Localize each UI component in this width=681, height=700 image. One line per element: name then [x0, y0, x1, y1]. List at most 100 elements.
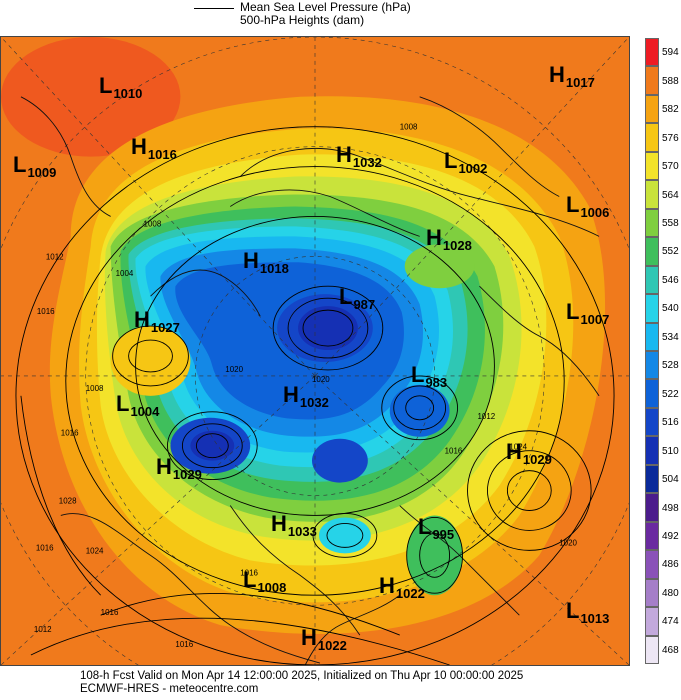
- colorbar-swatch: [645, 151, 659, 181]
- isobar-label: 1028: [59, 497, 77, 506]
- pressure-low-center: L1013: [566, 598, 610, 626]
- height-band-540-south: [318, 517, 371, 554]
- colorbar-label: 516: [662, 417, 679, 429]
- map-legend: Mean Sea Level Pressure (hPa) 500-hPa He…: [0, 0, 681, 36]
- height-band-516-south: [312, 438, 368, 483]
- model-source-text: ECMWF-HRES - meteocentre.com: [80, 683, 259, 695]
- colorbar-swatch: [645, 351, 659, 380]
- colorbar-label: 480: [662, 587, 679, 599]
- mslp-line-sample: [194, 8, 234, 9]
- colorbar-label: 492: [662, 530, 679, 542]
- pressure-high-center: H1018: [243, 248, 289, 276]
- isobar-label: 1012: [34, 625, 52, 634]
- pressure-high-center: H1033: [271, 511, 317, 539]
- isobar-label: 1020: [225, 365, 243, 374]
- isobar-label: 1016: [37, 307, 55, 316]
- pressure-low-center: L1008: [243, 567, 287, 595]
- colorbar-swatch: [645, 208, 659, 238]
- colorbar-label: 546: [662, 274, 679, 286]
- isobar-label: 1012: [477, 412, 495, 421]
- colorbar-swatch: [645, 635, 659, 664]
- graticule: [1, 37, 629, 665]
- pressure-low-center: L1010: [99, 73, 143, 101]
- height-ridge-west: [110, 326, 191, 396]
- colorbar-swatch: [645, 379, 659, 408]
- pressure-high-center: H1022: [379, 573, 425, 601]
- pressure-high-center: H1028: [426, 225, 472, 253]
- pressure-low-center: L1007: [566, 299, 610, 327]
- colorbar-label: 594: [662, 47, 679, 59]
- coastlines: [20, 96, 600, 665]
- colorbar-label: 564: [662, 189, 679, 201]
- pressure-low-center: L1002: [444, 148, 488, 176]
- height-band-510-west: [190, 430, 235, 461]
- pressure-high-center: H1017: [549, 62, 595, 90]
- isobar-labels: 1008 1008 1004 1012 1016 1008 1016 1020 …: [34, 123, 578, 649]
- pressure-low-center: L995: [418, 514, 455, 542]
- pressure-high-center: H1016: [131, 134, 177, 162]
- colorbar-swatch: [645, 237, 659, 266]
- colorbar-label: 552: [662, 246, 679, 258]
- isobar-label: 1008: [144, 219, 162, 228]
- colorbar-swatch: [645, 464, 659, 494]
- isobar-label: 1012: [46, 252, 64, 261]
- colorbar-swatch: [645, 180, 659, 209]
- isobar-label: 1016: [36, 543, 54, 552]
- heights-legend-label: 500-hPa Heights (dam): [240, 13, 365, 27]
- pressure-high-center: H1027: [134, 307, 180, 335]
- colorbar-label: 510: [662, 445, 679, 457]
- isobar-label: 1008: [86, 384, 104, 393]
- colorbar-label: 504: [662, 474, 679, 486]
- isobar-label: 1024: [509, 443, 527, 452]
- pressure-low-center: L1009: [13, 152, 57, 180]
- colorbar-swatch: [645, 578, 659, 608]
- colorbar-swatch: [645, 550, 659, 579]
- colorbar-label: 576: [662, 132, 679, 144]
- colorbar-label: 534: [662, 331, 679, 343]
- colorbar-label: 468: [662, 644, 679, 656]
- pressure-high-center: H1022: [301, 625, 347, 653]
- pressure-low-center: L987: [339, 284, 376, 312]
- map-canvas: 1008 1008 1004 1012 1016 1008 1016 1020 …: [1, 37, 629, 665]
- colorbar-label: 558: [662, 217, 679, 229]
- colorbar-swatch: [645, 94, 659, 124]
- weather-map: 1008 1008 1004 1012 1016 1008 1016 1020 …: [0, 36, 630, 666]
- height-band-558-east: [404, 244, 475, 289]
- height-colorbar: 594 588 582 576 570 564 558 552 546 540 534 528 522 5…: [645, 38, 681, 664]
- pressure-high-center: H1029: [156, 454, 202, 482]
- isobar-label: 1020: [312, 375, 330, 384]
- colorbar-swatch: [645, 38, 659, 67]
- isobar-label: 1024: [86, 546, 104, 555]
- forecast-valid-text: 108-h Fcst Valid on Mon Apr 14 12:00:00 …: [80, 670, 524, 682]
- colorbar-swatch: [645, 521, 659, 551]
- colorbar-swatch: [645, 407, 659, 437]
- pressure-high-center: H1029: [506, 439, 552, 467]
- colorbar-label: 540: [662, 303, 679, 315]
- pressure-low-center: L1006: [566, 192, 610, 220]
- colorbar-label: 528: [662, 360, 679, 372]
- colorbar-label: 588: [662, 75, 679, 87]
- map-footer: 108-h Fcst Valid on Mon Apr 14 12:00:00 …: [0, 668, 681, 700]
- isobars: [15, 126, 615, 665]
- colorbar-label: 570: [662, 161, 679, 173]
- isobar-label: 1016: [61, 429, 79, 438]
- colorbar-swatch: [645, 123, 659, 152]
- pressure-high-center: H1032: [283, 382, 329, 410]
- colorbar-swatch: [645, 294, 659, 323]
- colorbar-swatch: [645, 436, 659, 465]
- colorbar-swatch: [645, 66, 659, 95]
- colorbar-swatch: [645, 322, 659, 351]
- colorbar-label: 498: [662, 502, 679, 514]
- pressure-low-center: L1004: [116, 391, 160, 419]
- pressure-low-center: L983: [411, 362, 448, 390]
- isobar-label: 1008: [400, 123, 418, 132]
- pressure-high-center: H1032: [336, 142, 382, 170]
- isobar-label: 1016: [101, 608, 119, 617]
- height-band-594: [1, 37, 181, 157]
- colorbar-label: 486: [662, 559, 679, 571]
- colorbar-label: 522: [662, 388, 679, 400]
- height-band-510: [298, 306, 358, 351]
- isobar-label: 1016: [445, 447, 463, 456]
- isobar-label: 1016: [175, 640, 193, 649]
- mslp-legend-label: Mean Sea Level Pressure (hPa): [240, 0, 411, 14]
